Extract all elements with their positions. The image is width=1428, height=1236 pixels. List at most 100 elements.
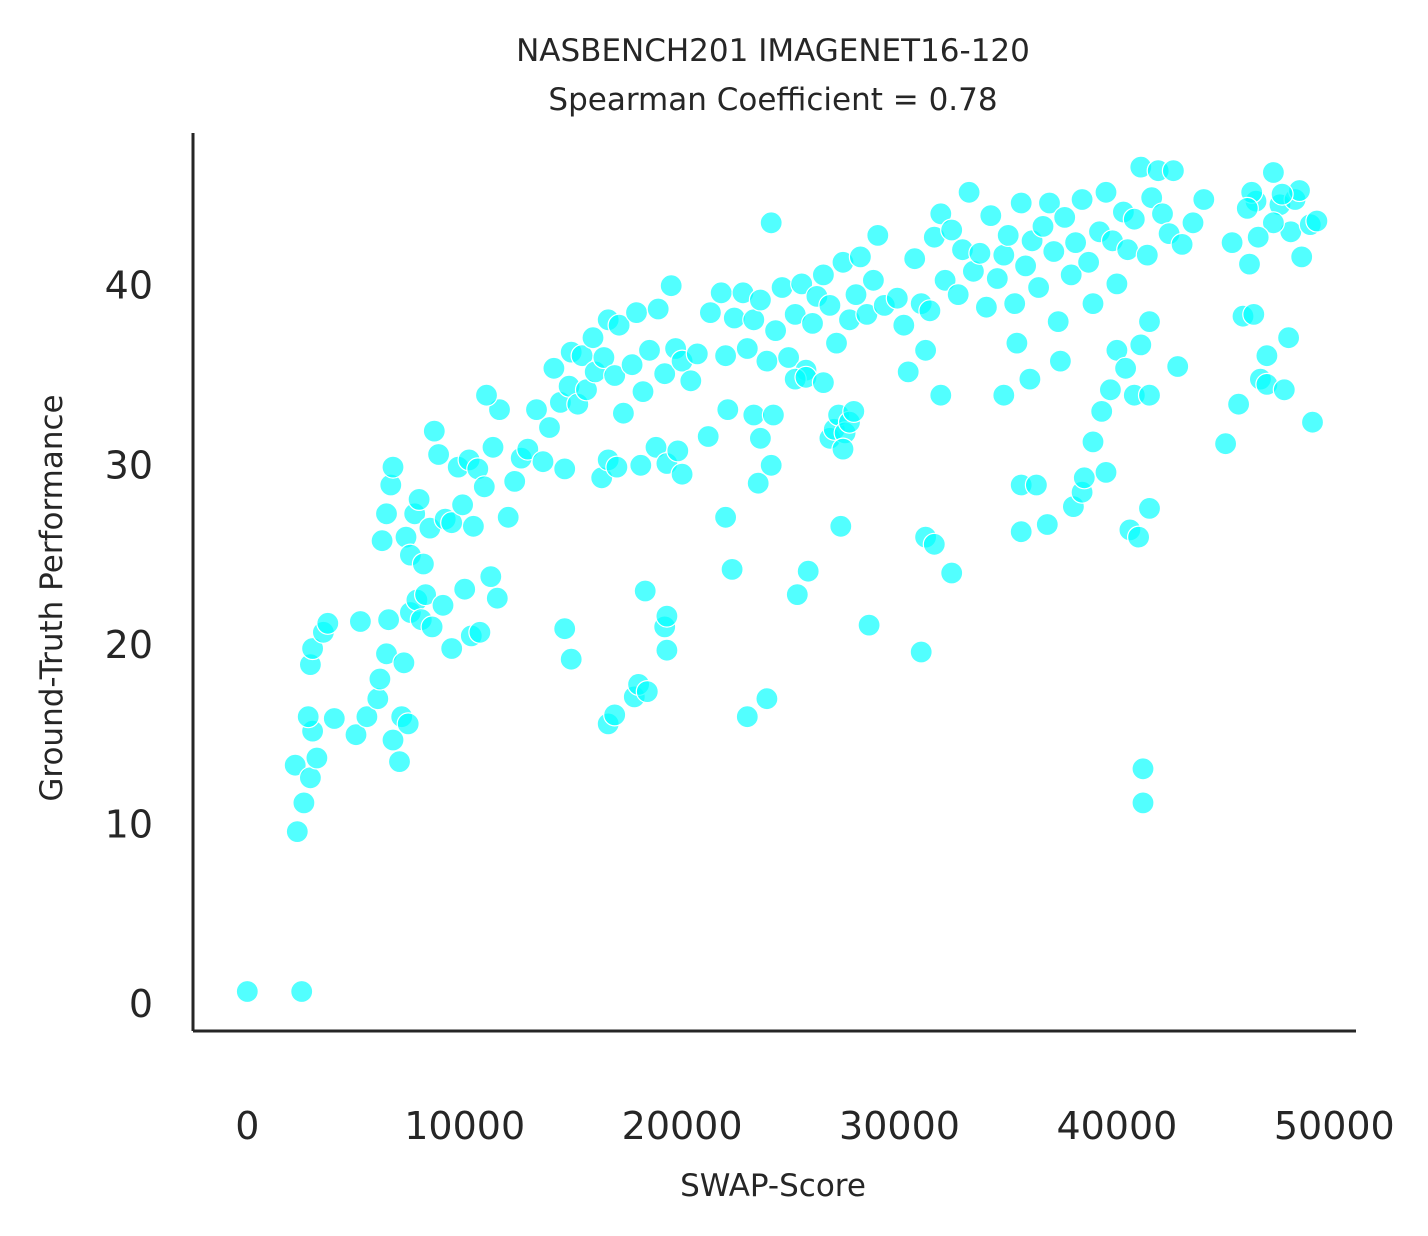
data-point <box>748 288 773 312</box>
data-point <box>763 319 788 343</box>
data-point <box>1235 196 1259 220</box>
data-point <box>542 356 566 380</box>
data-point <box>411 552 435 576</box>
data-point <box>811 371 836 395</box>
data-point <box>918 299 942 323</box>
data-point <box>653 362 677 386</box>
data-point <box>292 791 316 815</box>
data-point <box>1242 302 1266 326</box>
data-point <box>283 753 307 777</box>
data-point <box>496 505 520 529</box>
data-point <box>709 281 733 305</box>
y-tick-label: 30 <box>105 443 153 487</box>
data-point <box>842 399 866 423</box>
data-point <box>1024 473 1049 497</box>
y-tick-label: 40 <box>105 264 153 308</box>
data-point <box>1300 410 1325 434</box>
data-point <box>381 455 405 479</box>
data-point <box>770 275 794 300</box>
data-point <box>1137 310 1162 334</box>
data-point <box>800 311 825 335</box>
data-point <box>979 204 1003 228</box>
data-point <box>785 582 809 607</box>
data-point <box>1070 187 1094 212</box>
data-point <box>524 398 549 422</box>
data-point <box>985 266 1009 291</box>
data-point <box>946 283 970 307</box>
data-point <box>713 505 738 529</box>
data-point <box>685 342 709 366</box>
data-point <box>414 582 438 607</box>
data-point <box>940 218 964 242</box>
data-point <box>1181 211 1205 235</box>
y-axis-label: Ground-Truth Performance <box>34 394 70 801</box>
data-point <box>1305 209 1329 233</box>
data-point <box>481 435 505 459</box>
data-point <box>831 437 855 461</box>
data-point <box>301 636 325 661</box>
data-points <box>235 155 1329 1004</box>
data-point <box>1131 791 1155 815</box>
data-point <box>1094 180 1118 204</box>
data-point <box>796 559 820 583</box>
data-point <box>679 369 703 393</box>
data-point <box>670 462 694 486</box>
data-point <box>720 557 744 582</box>
x-axis-ticks: 0 10000 20000 30000 40000 50000 <box>235 1104 1395 1148</box>
data-point <box>440 636 464 661</box>
data-point <box>940 561 964 585</box>
data-point <box>666 439 690 463</box>
data-point <box>655 638 679 662</box>
data-point <box>487 398 512 422</box>
data-point <box>1192 187 1216 212</box>
data-point <box>933 268 957 292</box>
data-point <box>1098 378 1123 402</box>
data-point <box>427 442 451 467</box>
data-point <box>866 223 890 247</box>
x-tick-label: 20000 <box>622 1104 743 1148</box>
data-point <box>1009 520 1033 544</box>
data-point <box>1122 207 1146 231</box>
data-point <box>1081 292 1105 316</box>
data-point <box>742 308 766 332</box>
data-point <box>631 380 655 404</box>
data-point <box>755 687 779 711</box>
data-point <box>1026 275 1051 300</box>
data-point <box>896 360 920 384</box>
data-point <box>235 979 259 1004</box>
data-point <box>1031 214 1055 238</box>
data-point <box>431 593 455 617</box>
data-point <box>659 274 683 298</box>
data-point <box>1290 245 1314 269</box>
data-point <box>1076 250 1101 274</box>
data-point <box>1261 211 1286 235</box>
data-point <box>1035 512 1059 537</box>
data-point <box>722 306 746 330</box>
data-point <box>735 705 759 729</box>
data-point <box>348 609 372 634</box>
data-point <box>1126 525 1151 549</box>
data-point <box>451 493 475 517</box>
data-point <box>468 620 492 644</box>
data-point <box>559 647 583 671</box>
data-point <box>381 728 405 752</box>
data-point <box>1105 272 1129 296</box>
data-point <box>1220 231 1244 255</box>
x-axis-label: SWAP-Score <box>680 1168 866 1204</box>
data-point <box>857 613 881 637</box>
data-point <box>290 979 314 1004</box>
data-point <box>1137 496 1162 520</box>
data-point <box>305 746 329 770</box>
data-point <box>929 383 953 407</box>
data-point <box>607 313 631 337</box>
y-tick-label: 10 <box>105 803 153 847</box>
data-point <box>735 336 759 361</box>
data-point <box>485 586 509 610</box>
data-point <box>848 245 873 269</box>
data-point <box>1276 326 1301 350</box>
data-point <box>776 345 801 370</box>
data-point <box>633 579 657 603</box>
data-point <box>285 819 309 844</box>
x-tick-label: 30000 <box>839 1104 960 1148</box>
data-point <box>957 180 981 204</box>
